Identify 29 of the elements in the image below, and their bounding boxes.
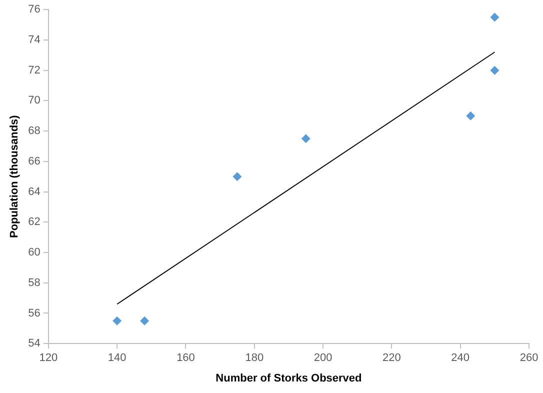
x-tick-label: 180 xyxy=(245,352,264,364)
y-tick-label: 54 xyxy=(28,338,40,350)
y-tick-label: 68 xyxy=(28,125,40,138)
point xyxy=(490,66,500,75)
x-tick-label: 220 xyxy=(382,352,401,364)
x-tick-label: 140 xyxy=(108,352,126,364)
y-tick-label: 66 xyxy=(28,155,40,168)
point xyxy=(466,111,476,120)
x-tick-label: 260 xyxy=(520,352,538,364)
point xyxy=(490,12,500,22)
y-tick-label: 76 xyxy=(28,4,40,16)
y-tick-label: 56 xyxy=(28,307,40,320)
x-axis-title: Number of Storks Observed xyxy=(216,372,362,384)
point xyxy=(232,172,242,182)
y-tick-label: 70 xyxy=(28,94,40,107)
x-tick-label: 200 xyxy=(314,352,332,364)
y-tick-label: 64 xyxy=(28,186,40,198)
x-tick-label: 160 xyxy=(176,352,195,364)
point xyxy=(140,316,150,326)
x-tick-label: 240 xyxy=(451,352,470,364)
y-tick-label: 62 xyxy=(28,216,40,228)
x-tick-label: 120 xyxy=(39,352,58,364)
y-axis-title: Population (thousands) xyxy=(8,114,21,238)
y-tick-label: 60 xyxy=(28,246,40,259)
point xyxy=(112,316,122,326)
point xyxy=(301,134,310,144)
y-tick-label: 58 xyxy=(28,276,40,289)
y-tick-label: 72 xyxy=(28,64,40,76)
y-tick-label: 74 xyxy=(28,34,40,46)
